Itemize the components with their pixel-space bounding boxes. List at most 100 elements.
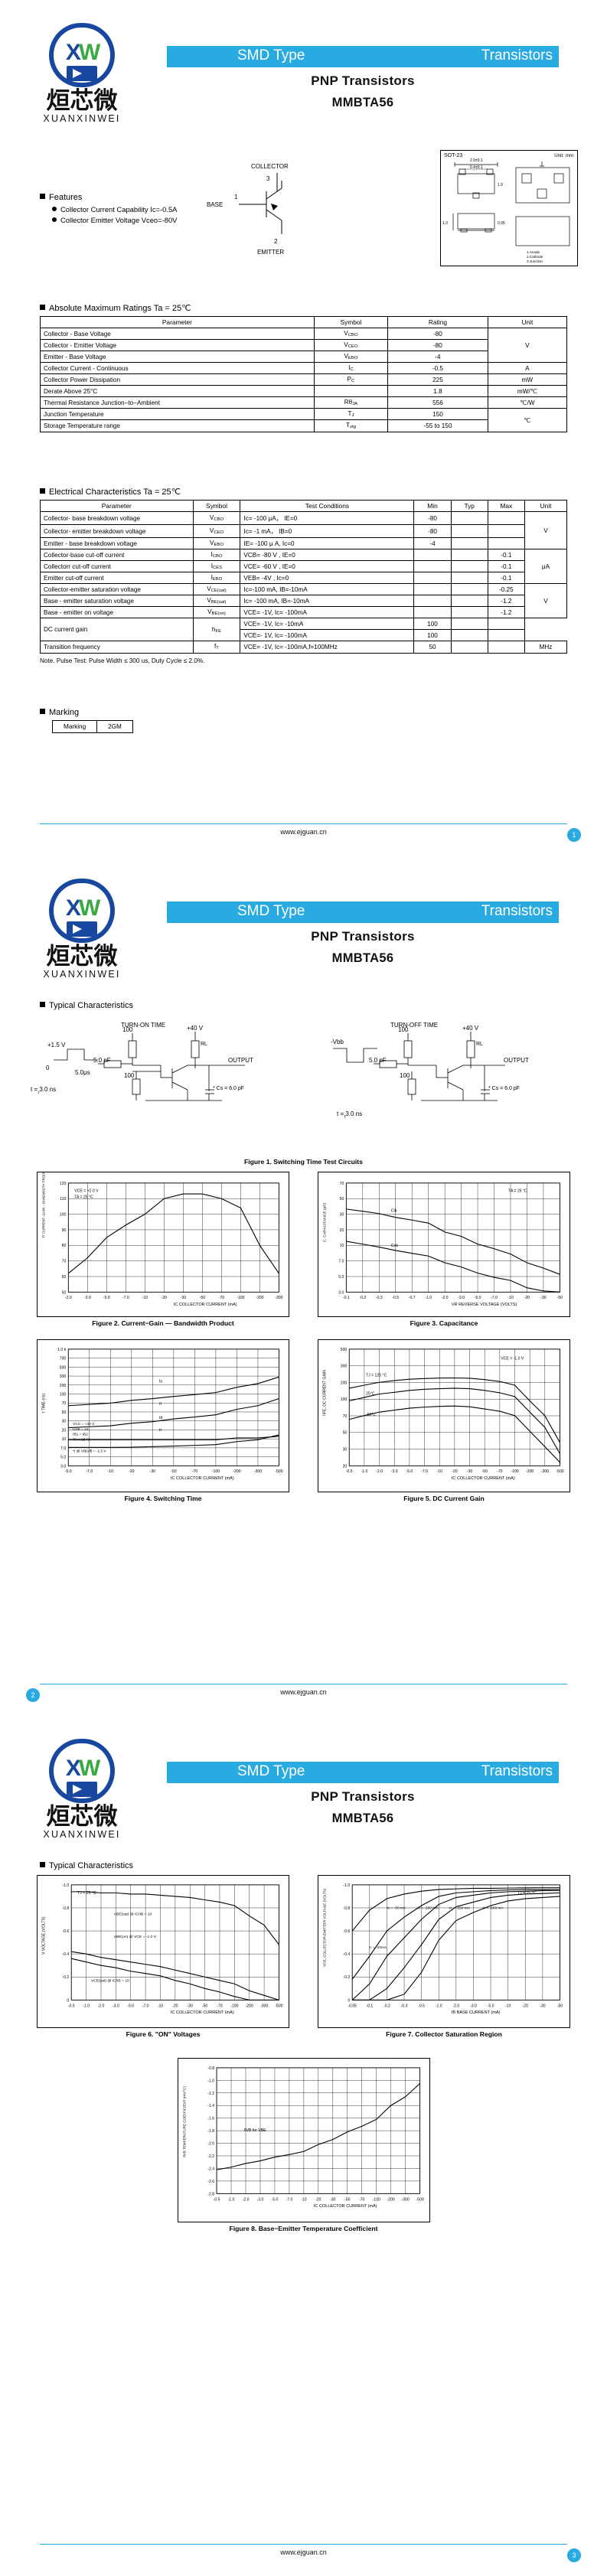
table-row: Junction Temperature TJ 150 ℃ bbox=[40, 408, 568, 432]
svg-text:-300: -300 bbox=[275, 1296, 282, 1300]
svg-text:TJ = 25 °C: TJ = 25 °C bbox=[77, 1891, 96, 1896]
svg-text:-200: -200 bbox=[256, 1296, 263, 1300]
table-row: Collector-emitter saturation voltage VCE(… bbox=[40, 583, 568, 619]
cell-min: 100 bbox=[413, 618, 452, 631]
svg-text:OUTPUT: OUTPUT bbox=[504, 1057, 529, 1064]
svg-text:-5.0: -5.0 bbox=[488, 2004, 494, 2008]
footer-url[interactable]: www.ejguan.cn bbox=[280, 1688, 327, 1696]
datasheet-page-2: XW 烜芯微 XUANXINWEI SMD Type Transistors P… bbox=[0, 856, 607, 1716]
cell-max bbox=[487, 524, 525, 538]
svg-text:0: 0 bbox=[46, 1065, 50, 1071]
svg-text:-0.05: -0.05 bbox=[348, 2004, 357, 2008]
logo-chinese-name: 烜芯微 bbox=[46, 87, 118, 114]
col-max: Max bbox=[487, 500, 525, 512]
svg-text:IB1 = IB2: IB1 = IB2 bbox=[73, 1433, 88, 1437]
transistor-symbol-svg: COLLECTOR 3 BASE 1 2 EMITTER bbox=[207, 163, 289, 256]
svg-text:-100: -100 bbox=[372, 2197, 380, 2202]
svg-text:5.0: 5.0 bbox=[60, 1456, 66, 1460]
svg-text:100: 100 bbox=[122, 1026, 133, 1033]
svg-text:3.Junction: 3.Junction bbox=[527, 259, 543, 263]
cell-typ bbox=[450, 629, 488, 642]
table-row: Derate Above 25°C 1.8 mW/℃ bbox=[40, 385, 568, 398]
svg-text:5.0μs: 5.0μs bbox=[75, 1069, 90, 1076]
figure8-chart: -0.5 -1.0 -2.0 -3.0 -5.0 -7.0 -10 -20 -30 -50 -70 -… bbox=[177, 2058, 430, 2222]
svg-text:1.9: 1.9 bbox=[498, 183, 503, 187]
svg-text:-30: -30 bbox=[467, 1469, 473, 1474]
col-rating: Rating bbox=[387, 316, 488, 328]
cell-symbol: VCBO bbox=[313, 327, 389, 341]
svg-text:-0.4: -0.4 bbox=[343, 1952, 350, 1957]
svg-text:Ic/IB = 10: Ic/IB = 10 bbox=[73, 1427, 89, 1432]
diode-symbol-icon bbox=[67, 66, 97, 81]
part-number: MMBTA56 bbox=[331, 96, 394, 109]
page-footer: www.ejguan.cn bbox=[0, 1684, 607, 1696]
cell-rating: -55 to 150 bbox=[387, 419, 488, 432]
logo-chinese-name: 烜芯微 bbox=[46, 943, 118, 970]
svg-text:110: 110 bbox=[60, 1197, 66, 1202]
cell-test-conditions: VCE= -1V, Ic= -10mA bbox=[240, 618, 415, 631]
cell-typ bbox=[450, 549, 488, 562]
svg-text:C, CAPACITANCE (pF): C, CAPACITANCE (pF) bbox=[323, 1203, 328, 1242]
svg-text:200: 200 bbox=[60, 1384, 67, 1388]
footer-url[interactable]: www.ejguan.cn bbox=[280, 828, 327, 836]
cell-test-conditions: VCE=- 1V, Ic= -100mA bbox=[240, 629, 415, 642]
svg-text:-7.0: -7.0 bbox=[286, 2197, 292, 2202]
electrical-section: Electrical Characteristics Ta = 25℃ Para… bbox=[0, 487, 607, 664]
features-heading: Features bbox=[40, 193, 289, 202]
svg-text:-20: -20 bbox=[523, 2004, 529, 2008]
logo-mark-icon: XW bbox=[49, 1739, 115, 1803]
svg-text:-10: -10 bbox=[436, 1469, 442, 1474]
cell-symbol: VEBO bbox=[192, 536, 241, 550]
footer-url[interactable]: www.ejguan.cn bbox=[280, 2548, 327, 2556]
title-bar: SMD Type Transistors bbox=[167, 902, 559, 923]
svg-text:2: 2 bbox=[274, 238, 278, 245]
table-row: VCE=- 1V, Ic= -100mA 100 bbox=[41, 629, 567, 642]
svg-text:-500: -500 bbox=[416, 2197, 423, 2202]
table-row: Collector Current - Continuous IC -0.5 A bbox=[40, 362, 568, 375]
cell-typ bbox=[450, 606, 488, 619]
title-bar-right: Transistors bbox=[481, 903, 553, 919]
table-row: Collector Power Dissipation PC 225 mW bbox=[40, 373, 568, 386]
svg-text:-2.0: -2.0 bbox=[98, 2004, 105, 2008]
svg-text:50: 50 bbox=[62, 1290, 67, 1295]
transistor-symbol: COLLECTOR 3 BASE 1 2 EMITTER bbox=[191, 152, 367, 262]
cell-parameter: Emitter - base breakdown voltage bbox=[40, 536, 194, 550]
svg-text:-2.0: -2.0 bbox=[65, 1296, 72, 1300]
svg-text:-10: -10 bbox=[142, 1296, 148, 1300]
symbol-base-label: BASE bbox=[207, 201, 223, 208]
svg-text:300: 300 bbox=[60, 1374, 67, 1379]
figure7-caption: Figure 7. Collector Saturation Region bbox=[386, 2030, 502, 2038]
svg-text:TJ = 125 °C: TJ = 125 °C bbox=[366, 1374, 387, 1378]
col-symbol: Symbol bbox=[192, 500, 241, 512]
col-unit: Unit bbox=[487, 316, 568, 328]
svg-text:-50: -50 bbox=[171, 1469, 177, 1474]
svg-text:1.3: 1.3 bbox=[442, 221, 448, 226]
cell-typ bbox=[450, 618, 488, 631]
table-row: Emitter cut-off current IEBO VEB= -4V , Ic… bbox=[40, 572, 567, 585]
svg-text:IC COLLECTOR CURRENT (mA): IC COLLECTOR CURRENT (mA) bbox=[452, 1476, 515, 1481]
cell-parameter: Collector Current - Continuous bbox=[40, 362, 315, 375]
svg-text:-0.6: -0.6 bbox=[62, 1929, 69, 1934]
svg-text:VR REVERSE VOLTAGE (VOLTS): VR REVERSE VOLTAGE (VOLTS) bbox=[452, 1303, 517, 1307]
svg-text:-1.6: -1.6 bbox=[207, 2117, 214, 2121]
cell-min bbox=[413, 560, 452, 573]
svg-text:-10: -10 bbox=[301, 2197, 307, 2202]
svg-text:IC COLLECTOR CURRENT (mA): IC COLLECTOR CURRENT (mA) bbox=[171, 2010, 234, 2015]
cell-rating: 225 bbox=[387, 373, 488, 386]
col-typ: Typ bbox=[450, 500, 488, 512]
cell-symbol: ICES bbox=[192, 560, 241, 573]
table-row: Storage Temperature range Tstg -55 to 150 bbox=[40, 419, 567, 432]
svg-text:Cob: Cob bbox=[391, 1244, 399, 1248]
square-bullet-icon bbox=[40, 488, 45, 494]
cell-typ bbox=[450, 511, 488, 525]
table-header-row: Parameter Symbol Test Conditions Min Typ… bbox=[40, 500, 568, 512]
svg-text:-0.6: -0.6 bbox=[343, 1929, 350, 1934]
svg-text:-300: -300 bbox=[541, 1469, 549, 1474]
cell-symbol: VCE(sat) bbox=[192, 583, 241, 596]
company-logo: XW 烜芯微 XUANXINWEI bbox=[32, 879, 132, 980]
cell-parameter: Base - emitter saturation voltage bbox=[40, 595, 194, 608]
svg-text:-30: -30 bbox=[181, 1296, 187, 1300]
svg-text:OUTPUT: OUTPUT bbox=[228, 1057, 253, 1064]
cell-typ bbox=[450, 641, 488, 654]
figure5-caption: Figure 5. DC Current Gain bbox=[403, 1495, 485, 1502]
